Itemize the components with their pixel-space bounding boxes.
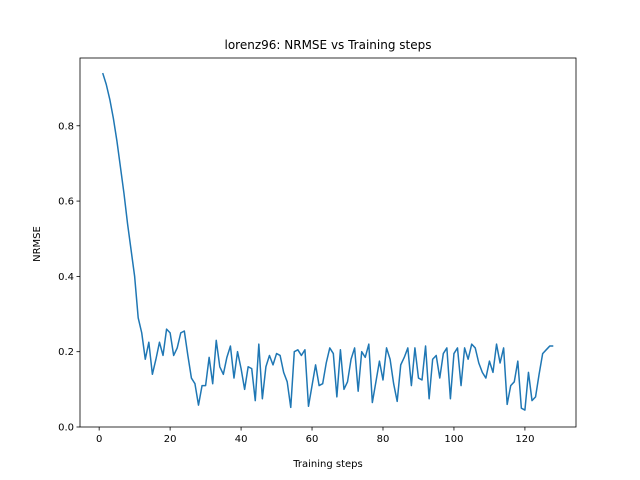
y-tick-label: 0.4 xyxy=(58,272,74,283)
x-tick-label: 20 xyxy=(164,434,177,445)
x-tick-label: 100 xyxy=(444,434,463,445)
x-tick-label: 40 xyxy=(235,434,248,445)
x-tick-label: 60 xyxy=(306,434,319,445)
x-tick-label: 80 xyxy=(377,434,390,445)
y-tick-label: 0.0 xyxy=(58,423,74,434)
axes-frame xyxy=(79,57,577,428)
x-tick-label: 120 xyxy=(515,434,534,445)
plot-area: 0 20 40 60 80 100 120 0.0 0.2 0.4 0.6 0.8 xyxy=(58,57,577,445)
x-tick-label: 0 xyxy=(96,434,102,445)
chart-title: lorenz96: NRMSE vs Training steps xyxy=(225,38,432,52)
x-axis-title: Training steps xyxy=(292,459,362,470)
y-tick-label: 0.6 xyxy=(58,197,74,208)
y-tick-label: 0.8 xyxy=(58,121,74,132)
y-tick-label: 0.2 xyxy=(58,347,74,358)
y-axis-title: NRMSE xyxy=(32,226,43,262)
nrmse-series-line xyxy=(101,72,554,411)
